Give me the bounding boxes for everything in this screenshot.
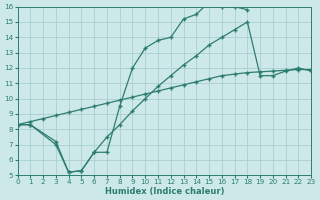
X-axis label: Humidex (Indice chaleur): Humidex (Indice chaleur) [105,187,224,196]
